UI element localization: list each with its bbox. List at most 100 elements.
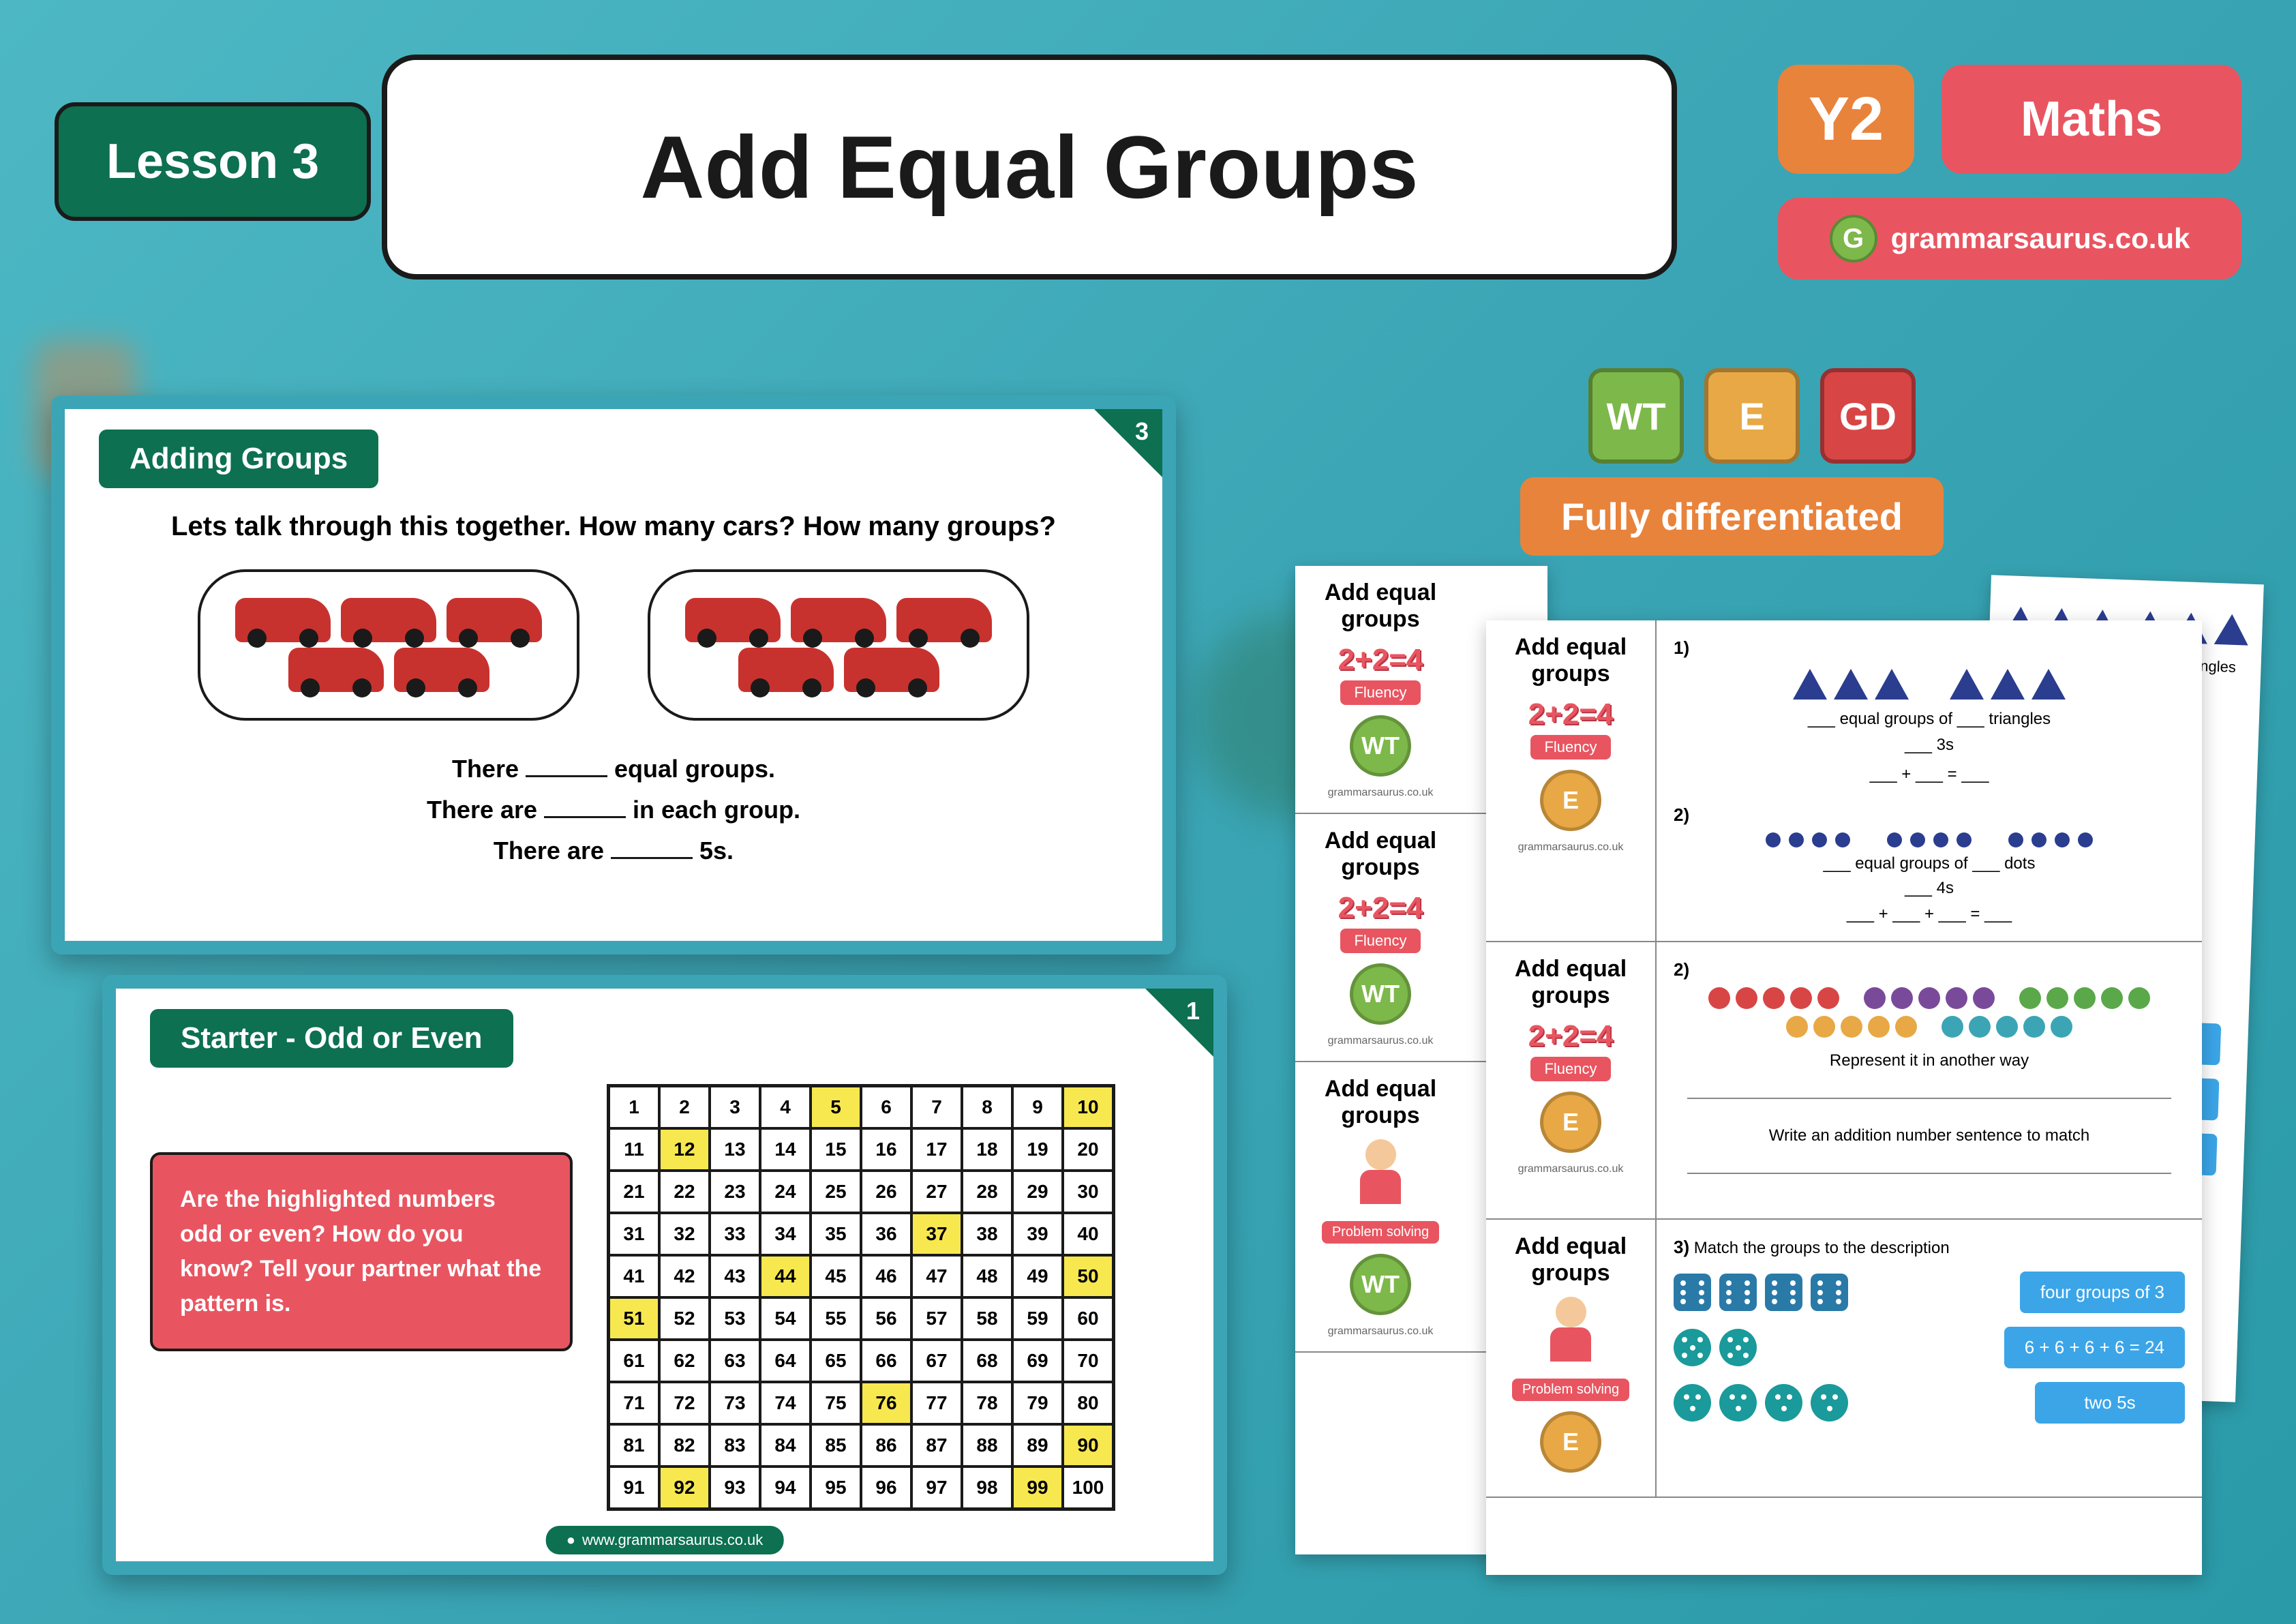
grid-cell: 78 <box>962 1382 1012 1424</box>
grid-cell: 1 <box>609 1086 659 1128</box>
grid-cell: 46 <box>861 1255 911 1297</box>
car-icon <box>738 648 834 692</box>
grid-cell: 43 <box>710 1255 760 1297</box>
fill-blank-line: There equal groups. <box>119 755 1108 783</box>
dice-icon <box>1719 1274 1757 1311</box>
grid-cell: 5 <box>811 1086 861 1128</box>
differentiated-label: Fully differentiated <box>1520 477 1944 556</box>
e-small-badge: E <box>1540 1092 1601 1153</box>
grid-cell: 73 <box>710 1382 760 1424</box>
ws-problem-label: Problem solving <box>1322 1221 1439 1244</box>
dot-group <box>1674 832 2185 847</box>
ws-fluency-label: Fluency <box>1340 929 1420 953</box>
question-number: 3) <box>1674 1237 1689 1257</box>
ws-text: Write an addition number sentence to mat… <box>1674 1126 2185 1145</box>
grid-cell: 51 <box>609 1297 659 1340</box>
brand-logo-icon: G <box>1830 215 1877 262</box>
grid-cell: 3 <box>710 1086 760 1128</box>
ws-title: Add equal groups <box>1500 634 1642 687</box>
triangle-group <box>1674 669 2185 700</box>
grid-cell: 61 <box>609 1340 659 1382</box>
ws-brand: grammarsaurus.co.uk <box>1500 841 1642 854</box>
grid-cell: 2 <box>659 1086 710 1128</box>
car-group <box>198 569 579 721</box>
grid-cell: 89 <box>1012 1424 1063 1467</box>
ws-equation: 2+2=4 <box>1500 1019 1642 1053</box>
ws-text: Represent it in another way <box>1674 1051 2185 1070</box>
gd-badge: GD <box>1820 368 1916 464</box>
grid-cell: 75 <box>811 1382 861 1424</box>
match-row: two 5s <box>1674 1382 2185 1424</box>
footer-logo-icon: ● <box>567 1531 575 1549</box>
grid-cell: 40 <box>1063 1213 1113 1255</box>
grid-cell: 71 <box>609 1382 659 1424</box>
grid-cell: 52 <box>659 1297 710 1340</box>
grid-cell: 18 <box>962 1128 1012 1171</box>
slide-footer: ● www.grammarsaurus.co.uk <box>546 1526 784 1554</box>
grid-cell: 77 <box>911 1382 962 1424</box>
grid-cell: 38 <box>962 1213 1012 1255</box>
grid-cell: 14 <box>760 1128 811 1171</box>
grid-cell: 49 <box>1012 1255 1063 1297</box>
grid-cell: 31 <box>609 1213 659 1255</box>
ws-equation: 2+2=4 <box>1309 891 1452 925</box>
car-group <box>648 569 1029 721</box>
grid-cell: 20 <box>1063 1128 1113 1171</box>
grid-cell: 55 <box>811 1297 861 1340</box>
grid-cell: 15 <box>811 1128 861 1171</box>
grid-cell: 9 <box>1012 1086 1063 1128</box>
slide-title: Starter - Odd or Even <box>150 1009 513 1068</box>
grid-cell: 74 <box>760 1382 811 1424</box>
car-groups-container <box>119 569 1108 721</box>
ws-brand: grammarsaurus.co.uk <box>1309 787 1452 799</box>
ws-text: Match the groups to the description <box>1694 1239 1950 1257</box>
car-icon <box>685 598 781 642</box>
hundred-square-grid: 1234567891011121314151617181920212223242… <box>607 1084 1115 1511</box>
grid-cell: 65 <box>811 1340 861 1382</box>
apple-group <box>1674 987 2185 1009</box>
worksheet-stack: Add equal groups 2+2=4 Fluency WT gramma… <box>1295 566 2263 1589</box>
person-icon <box>1353 1139 1408 1207</box>
grid-cell: 96 <box>861 1467 911 1509</box>
slide-starter: 1 Starter - Odd or Even Are the highligh… <box>102 975 1227 1575</box>
grid-cell: 80 <box>1063 1382 1113 1424</box>
grid-cell: 37 <box>911 1213 962 1255</box>
e-small-badge: E <box>1540 770 1601 831</box>
grid-cell: 64 <box>760 1340 811 1382</box>
grid-cell: 23 <box>710 1171 760 1213</box>
slide-question: Lets talk through this together. How man… <box>119 511 1108 542</box>
grid-cell: 19 <box>1012 1128 1063 1171</box>
ws-title: Add equal groups <box>1309 580 1452 633</box>
question-number: 2) <box>1674 959 1689 980</box>
car-icon <box>288 648 384 692</box>
slide-title: Adding Groups <box>99 430 378 488</box>
grid-cell: 69 <box>1012 1340 1063 1382</box>
dice-icon <box>1765 1274 1802 1311</box>
fill-blank-line: There are in each group. <box>119 796 1108 824</box>
grid-cell: 42 <box>659 1255 710 1297</box>
grid-cell: 93 <box>710 1467 760 1509</box>
grid-cell: 83 <box>710 1424 760 1467</box>
grid-cell: 44 <box>760 1255 811 1297</box>
grid-cell: 72 <box>659 1382 710 1424</box>
grid-cell: 41 <box>609 1255 659 1297</box>
grid-cell: 62 <box>659 1340 710 1382</box>
match-label: four groups of 3 <box>2020 1272 2185 1313</box>
dice-icon <box>1674 1384 1711 1422</box>
dice-icon <box>1719 1384 1757 1422</box>
ws-fluency-label: Fluency <box>1530 735 1610 760</box>
grid-cell: 21 <box>609 1171 659 1213</box>
grid-cell: 4 <box>760 1086 811 1128</box>
grid-cell: 68 <box>962 1340 1012 1382</box>
grid-cell: 92 <box>659 1467 710 1509</box>
grid-cell: 28 <box>962 1171 1012 1213</box>
grid-cell: 59 <box>1012 1297 1063 1340</box>
grid-cell: 97 <box>911 1467 962 1509</box>
slide-content: Are the highlighted numbers odd or even?… <box>116 989 1213 1531</box>
ws-text: ___ 3s <box>1674 736 2185 755</box>
ws-text: ___ equal groups of ___ dots <box>1674 854 2185 873</box>
ws-fluency-label: Fluency <box>1530 1057 1610 1081</box>
grid-cell: 87 <box>911 1424 962 1467</box>
ws-text: ___ equal groups of ___ triangles <box>1674 710 2185 729</box>
ws-brand: grammarsaurus.co.uk <box>1309 1325 1452 1338</box>
